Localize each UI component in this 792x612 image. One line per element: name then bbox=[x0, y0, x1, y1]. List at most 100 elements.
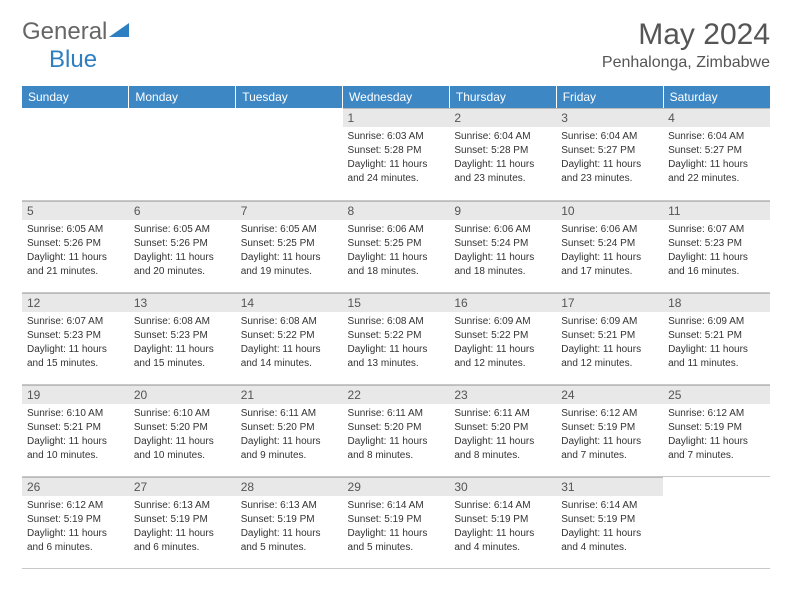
day-header: Tuesday bbox=[236, 86, 343, 108]
day-details: Sunrise: 6:05 AMSunset: 5:26 PMDaylight:… bbox=[22, 220, 129, 282]
calendar-cell: 26Sunrise: 6:12 AMSunset: 5:19 PMDayligh… bbox=[22, 476, 129, 568]
calendar-cell: 6Sunrise: 6:05 AMSunset: 5:26 PMDaylight… bbox=[129, 200, 236, 292]
day-details: Sunrise: 6:14 AMSunset: 5:19 PMDaylight:… bbox=[449, 496, 556, 558]
day-number: 31 bbox=[556, 477, 663, 496]
calendar-cell: 5Sunrise: 6:05 AMSunset: 5:26 PMDaylight… bbox=[22, 200, 129, 292]
calendar-cell: 15Sunrise: 6:08 AMSunset: 5:22 PMDayligh… bbox=[343, 292, 450, 384]
day-number: 19 bbox=[22, 385, 129, 404]
calendar-cell: 21Sunrise: 6:11 AMSunset: 5:20 PMDayligh… bbox=[236, 384, 343, 476]
calendar-week-row: 19Sunrise: 6:10 AMSunset: 5:21 PMDayligh… bbox=[22, 384, 770, 476]
calendar-cell: 19Sunrise: 6:10 AMSunset: 5:21 PMDayligh… bbox=[22, 384, 129, 476]
calendar-cell: 17Sunrise: 6:09 AMSunset: 5:21 PMDayligh… bbox=[556, 292, 663, 384]
calendar-cell: 3Sunrise: 6:04 AMSunset: 5:27 PMDaylight… bbox=[556, 108, 663, 200]
calendar-cell: 31Sunrise: 6:14 AMSunset: 5:19 PMDayligh… bbox=[556, 476, 663, 568]
day-details: Sunrise: 6:03 AMSunset: 5:28 PMDaylight:… bbox=[343, 127, 450, 189]
calendar-week-row: 12Sunrise: 6:07 AMSunset: 5:23 PMDayligh… bbox=[22, 292, 770, 384]
day-details: Sunrise: 6:11 AMSunset: 5:20 PMDaylight:… bbox=[343, 404, 450, 466]
calendar-cell: 23Sunrise: 6:11 AMSunset: 5:20 PMDayligh… bbox=[449, 384, 556, 476]
day-number: 27 bbox=[129, 477, 236, 496]
day-number: 12 bbox=[22, 293, 129, 312]
day-details: Sunrise: 6:07 AMSunset: 5:23 PMDaylight:… bbox=[22, 312, 129, 374]
logo-triangle-icon bbox=[109, 18, 131, 46]
calendar-cell: 14Sunrise: 6:08 AMSunset: 5:22 PMDayligh… bbox=[236, 292, 343, 384]
day-details: Sunrise: 6:12 AMSunset: 5:19 PMDaylight:… bbox=[22, 496, 129, 558]
calendar-cell: 12Sunrise: 6:07 AMSunset: 5:23 PMDayligh… bbox=[22, 292, 129, 384]
day-number: 2 bbox=[449, 108, 556, 127]
day-details: Sunrise: 6:09 AMSunset: 5:21 PMDaylight:… bbox=[663, 312, 770, 374]
day-number: 7 bbox=[236, 201, 343, 220]
calendar-cell: 4Sunrise: 6:04 AMSunset: 5:27 PMDaylight… bbox=[663, 108, 770, 200]
calendar-cell: 7Sunrise: 6:05 AMSunset: 5:25 PMDaylight… bbox=[236, 200, 343, 292]
logo: General bbox=[22, 18, 131, 46]
day-number: 16 bbox=[449, 293, 556, 312]
calendar-cell: 1Sunrise: 6:03 AMSunset: 5:28 PMDaylight… bbox=[343, 108, 450, 200]
calendar-week-row: 1Sunrise: 6:03 AMSunset: 5:28 PMDaylight… bbox=[22, 108, 770, 200]
calendar-week-row: 26Sunrise: 6:12 AMSunset: 5:19 PMDayligh… bbox=[22, 476, 770, 568]
calendar-cell: 8Sunrise: 6:06 AMSunset: 5:25 PMDaylight… bbox=[343, 200, 450, 292]
day-number: 14 bbox=[236, 293, 343, 312]
day-details: Sunrise: 6:13 AMSunset: 5:19 PMDaylight:… bbox=[236, 496, 343, 558]
day-details: Sunrise: 6:06 AMSunset: 5:24 PMDaylight:… bbox=[449, 220, 556, 282]
calendar-cell: 18Sunrise: 6:09 AMSunset: 5:21 PMDayligh… bbox=[663, 292, 770, 384]
calendar-cell: 9Sunrise: 6:06 AMSunset: 5:24 PMDaylight… bbox=[449, 200, 556, 292]
day-details: Sunrise: 6:12 AMSunset: 5:19 PMDaylight:… bbox=[663, 404, 770, 466]
day-details: Sunrise: 6:04 AMSunset: 5:27 PMDaylight:… bbox=[663, 127, 770, 189]
day-header: Friday bbox=[556, 86, 663, 108]
day-details: Sunrise: 6:04 AMSunset: 5:27 PMDaylight:… bbox=[556, 127, 663, 189]
calendar-cell bbox=[663, 476, 770, 568]
calendar-week-row: 5Sunrise: 6:05 AMSunset: 5:26 PMDaylight… bbox=[22, 200, 770, 292]
day-details: Sunrise: 6:14 AMSunset: 5:19 PMDaylight:… bbox=[556, 496, 663, 558]
day-details: Sunrise: 6:05 AMSunset: 5:26 PMDaylight:… bbox=[129, 220, 236, 282]
day-details: Sunrise: 6:11 AMSunset: 5:20 PMDaylight:… bbox=[449, 404, 556, 466]
day-details: Sunrise: 6:07 AMSunset: 5:23 PMDaylight:… bbox=[663, 220, 770, 282]
day-details: Sunrise: 6:06 AMSunset: 5:25 PMDaylight:… bbox=[343, 220, 450, 282]
day-details: Sunrise: 6:08 AMSunset: 5:22 PMDaylight:… bbox=[343, 312, 450, 374]
day-number: 6 bbox=[129, 201, 236, 220]
calendar-cell bbox=[129, 108, 236, 200]
day-details: Sunrise: 6:11 AMSunset: 5:20 PMDaylight:… bbox=[236, 404, 343, 466]
day-number: 18 bbox=[663, 293, 770, 312]
day-number: 11 bbox=[663, 201, 770, 220]
day-number: 25 bbox=[663, 385, 770, 404]
calendar-cell: 24Sunrise: 6:12 AMSunset: 5:19 PMDayligh… bbox=[556, 384, 663, 476]
day-number: 15 bbox=[343, 293, 450, 312]
calendar-cell: 30Sunrise: 6:14 AMSunset: 5:19 PMDayligh… bbox=[449, 476, 556, 568]
logo-text-general: General bbox=[22, 18, 107, 46]
day-header: Monday bbox=[129, 86, 236, 108]
day-header: Wednesday bbox=[343, 86, 450, 108]
day-details: Sunrise: 6:09 AMSunset: 5:22 PMDaylight:… bbox=[449, 312, 556, 374]
day-header: Sunday bbox=[22, 86, 129, 108]
day-details: Sunrise: 6:08 AMSunset: 5:23 PMDaylight:… bbox=[129, 312, 236, 374]
day-number: 30 bbox=[449, 477, 556, 496]
calendar-cell: 2Sunrise: 6:04 AMSunset: 5:28 PMDaylight… bbox=[449, 108, 556, 200]
day-details: Sunrise: 6:12 AMSunset: 5:19 PMDaylight:… bbox=[556, 404, 663, 466]
day-number: 8 bbox=[343, 201, 450, 220]
day-header: Thursday bbox=[449, 86, 556, 108]
day-number: 9 bbox=[449, 201, 556, 220]
calendar-cell: 27Sunrise: 6:13 AMSunset: 5:19 PMDayligh… bbox=[129, 476, 236, 568]
day-details: Sunrise: 6:05 AMSunset: 5:25 PMDaylight:… bbox=[236, 220, 343, 282]
calendar-cell: 28Sunrise: 6:13 AMSunset: 5:19 PMDayligh… bbox=[236, 476, 343, 568]
logo-text-blue: Blue bbox=[49, 46, 792, 74]
calendar-cell: 16Sunrise: 6:09 AMSunset: 5:22 PMDayligh… bbox=[449, 292, 556, 384]
day-number: 13 bbox=[129, 293, 236, 312]
calendar-cell: 13Sunrise: 6:08 AMSunset: 5:23 PMDayligh… bbox=[129, 292, 236, 384]
day-number: 4 bbox=[663, 108, 770, 127]
day-header-row: SundayMondayTuesdayWednesdayThursdayFrid… bbox=[22, 86, 770, 108]
day-details: Sunrise: 6:14 AMSunset: 5:19 PMDaylight:… bbox=[343, 496, 450, 558]
calendar-cell: 25Sunrise: 6:12 AMSunset: 5:19 PMDayligh… bbox=[663, 384, 770, 476]
day-number: 29 bbox=[343, 477, 450, 496]
day-details: Sunrise: 6:09 AMSunset: 5:21 PMDaylight:… bbox=[556, 312, 663, 374]
day-details: Sunrise: 6:10 AMSunset: 5:21 PMDaylight:… bbox=[22, 404, 129, 466]
day-number: 26 bbox=[22, 477, 129, 496]
calendar-cell: 11Sunrise: 6:07 AMSunset: 5:23 PMDayligh… bbox=[663, 200, 770, 292]
day-details: Sunrise: 6:06 AMSunset: 5:24 PMDaylight:… bbox=[556, 220, 663, 282]
day-number: 21 bbox=[236, 385, 343, 404]
calendar-cell bbox=[22, 108, 129, 200]
day-number: 24 bbox=[556, 385, 663, 404]
day-number: 1 bbox=[343, 108, 450, 127]
calendar-cell: 10Sunrise: 6:06 AMSunset: 5:24 PMDayligh… bbox=[556, 200, 663, 292]
day-number: 10 bbox=[556, 201, 663, 220]
calendar-cell: 20Sunrise: 6:10 AMSunset: 5:20 PMDayligh… bbox=[129, 384, 236, 476]
day-number: 20 bbox=[129, 385, 236, 404]
